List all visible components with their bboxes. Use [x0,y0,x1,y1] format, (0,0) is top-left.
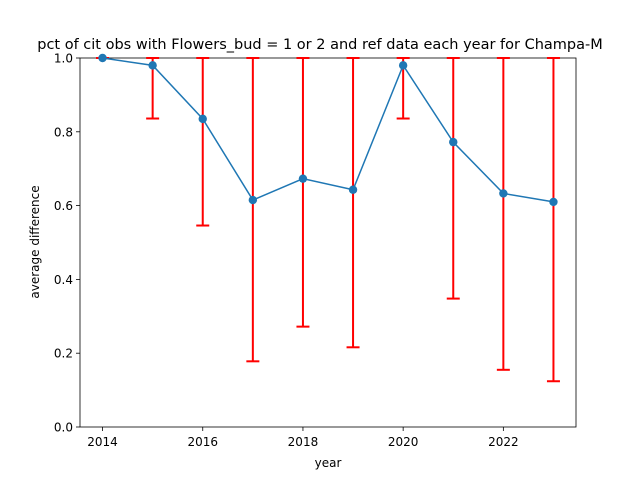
x-tick-label: 2018 [288,435,319,449]
y-tick-label: 0.0 [54,421,73,435]
y-tick-label: 1.0 [54,52,73,66]
data-point [449,137,458,147]
data-point [198,114,207,124]
y-tick-label: 0.8 [54,125,73,139]
data-point [148,61,157,70]
x-tick-label: 2022 [488,435,519,449]
y-tick-label: 0.2 [54,347,73,361]
y-tick-label: 0.6 [54,199,73,213]
x-axis-label: year [315,456,342,470]
series-line [102,57,554,203]
data-point [248,195,258,205]
data-point [499,189,508,198]
axes-frame [79,57,577,428]
data-point [398,61,408,70]
y-axis-label: average difference [28,185,42,298]
x-tick-label: 2016 [187,435,218,449]
x-tick-label: 2020 [388,435,419,449]
y-tick-label: 0.4 [54,273,73,287]
data-point [348,185,358,194]
data-point [549,197,558,207]
plot-area: 2014 2016 2018 2020 2022 0.0 0.2 0.4 0.6 0.8 1.0 [54,52,577,449]
chart-title: pct of cit obs with Flowers_bud = 1 or 2… [37,37,603,53]
data-point [98,53,107,63]
data-point [298,174,308,183]
x-tick-label: 2014 [87,435,118,449]
